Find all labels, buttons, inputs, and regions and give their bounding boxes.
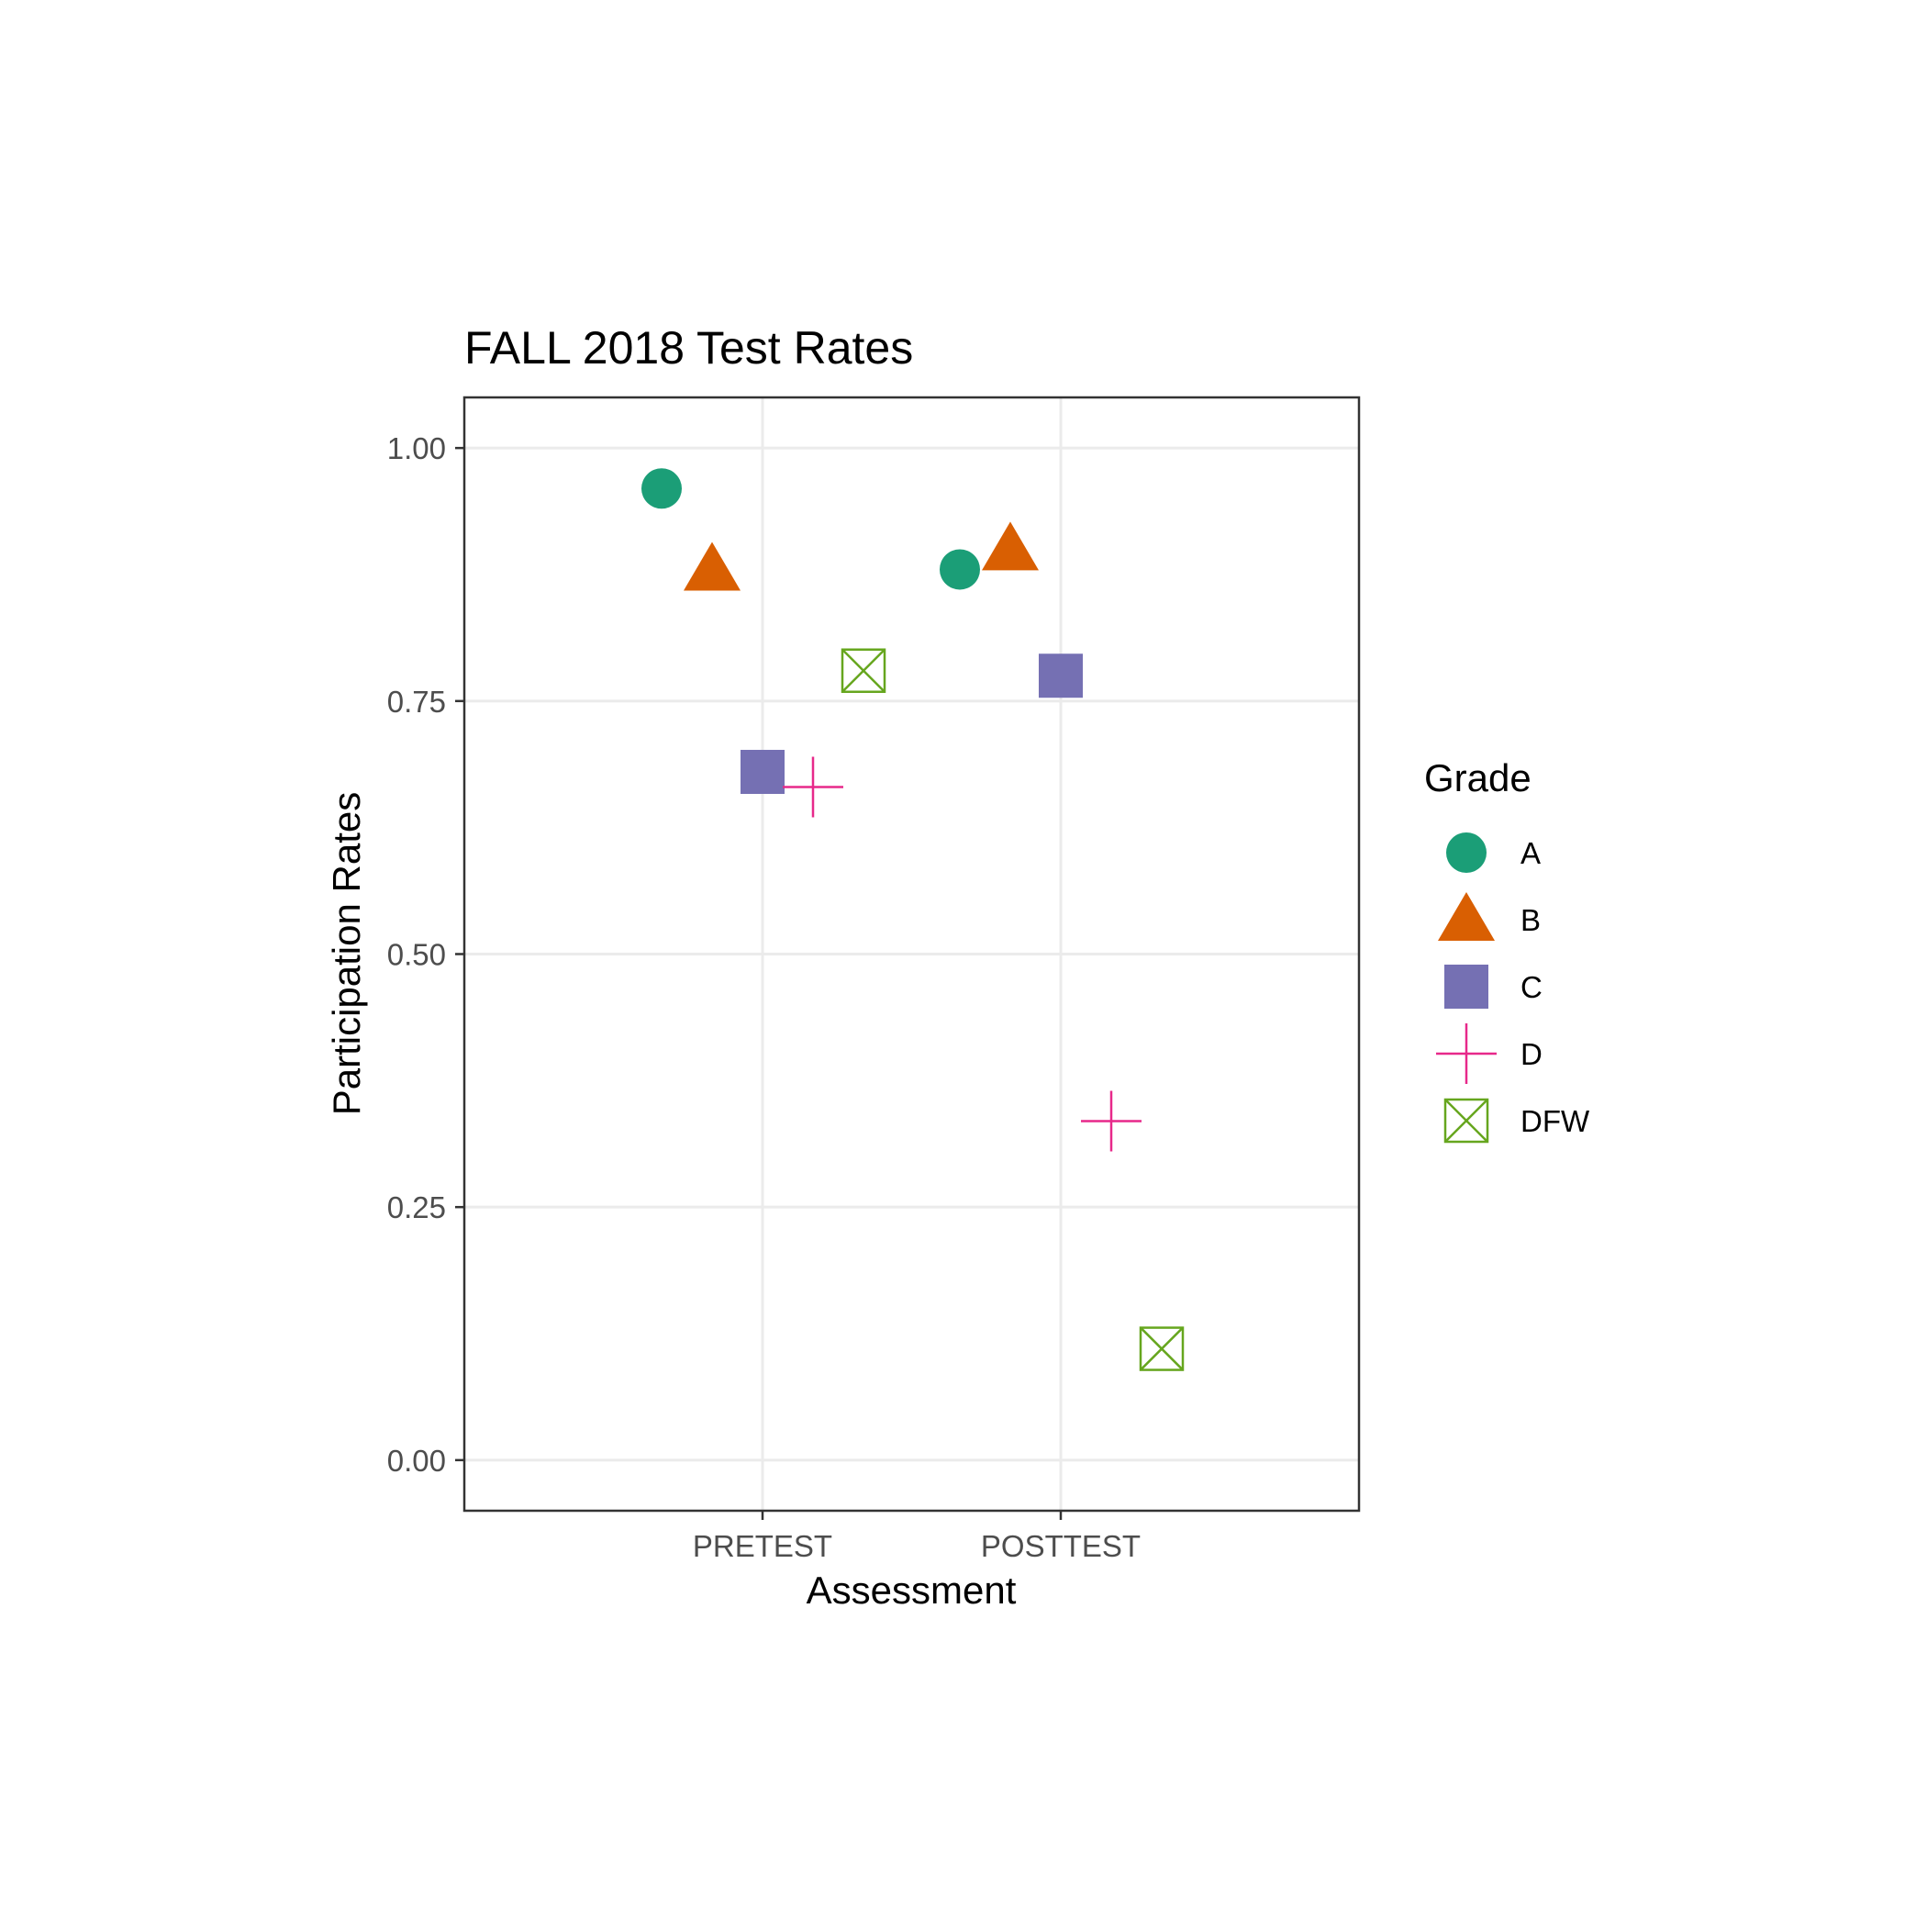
legend-key-c: [1444, 965, 1488, 1009]
data-point-d: [783, 756, 843, 818]
data-point-a: [641, 468, 682, 509]
data-point-dfw: [1139, 1326, 1185, 1371]
data-point-b: [982, 521, 1039, 571]
x-tick-label: POSTTEST: [981, 1529, 1141, 1563]
y-axis-title: Participation Rates: [325, 792, 368, 1116]
y-tick-label: 0.50: [387, 938, 446, 972]
data-point-b: [684, 542, 741, 591]
y-tick-label: 0.75: [387, 685, 446, 719]
legend-key-dfw: [1443, 1098, 1489, 1144]
y-tick-label: 0.00: [387, 1444, 446, 1478]
legend-title: Grade: [1424, 756, 1532, 799]
legend-label: B: [1520, 903, 1541, 937]
data-point-d: [1081, 1090, 1142, 1152]
data-point-dfw: [841, 648, 886, 693]
data-point-c: [1039, 653, 1083, 698]
plot-title: FALL 2018 Test Rates: [464, 322, 913, 374]
axes-layer: 0.00 0.25 0.50 0.75 1.00 PRETEST POSTTEST: [387, 431, 1141, 1563]
y-tick-label: 1.00: [387, 431, 446, 465]
legend-key-b: [1438, 892, 1495, 941]
legend-label: C: [1520, 970, 1543, 1004]
x-axis-title: Assessment: [807, 1569, 1017, 1612]
legend-key-a: [1446, 832, 1487, 873]
points-layer: [641, 468, 1185, 1371]
data-point-a: [940, 549, 980, 590]
legend-label: D: [1520, 1037, 1543, 1071]
legend-label: A: [1520, 836, 1541, 870]
legend-key-d: [1436, 1023, 1497, 1084]
data-point-c: [741, 750, 785, 795]
y-tick-label: 0.25: [387, 1190, 446, 1224]
x-tick-label: PRETEST: [693, 1529, 832, 1563]
legend-label: DFW: [1520, 1104, 1590, 1138]
grid-layer: [464, 397, 1359, 1511]
